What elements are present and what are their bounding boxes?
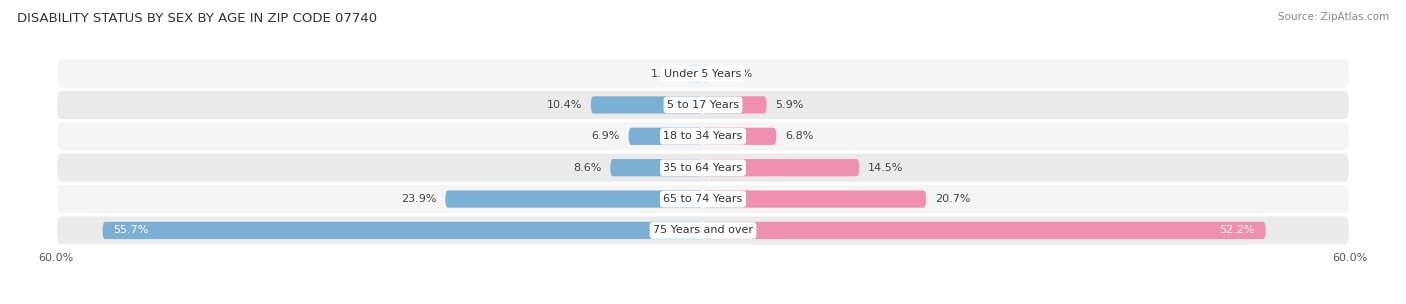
FancyBboxPatch shape — [56, 184, 1350, 214]
FancyBboxPatch shape — [628, 128, 703, 145]
Text: 23.9%: 23.9% — [401, 194, 437, 204]
FancyBboxPatch shape — [103, 222, 703, 239]
FancyBboxPatch shape — [703, 222, 1265, 239]
FancyBboxPatch shape — [703, 65, 709, 82]
Text: 5.9%: 5.9% — [775, 100, 804, 110]
FancyBboxPatch shape — [56, 153, 1350, 183]
Text: 10.4%: 10.4% — [547, 100, 582, 110]
FancyBboxPatch shape — [56, 90, 1350, 120]
Text: 35 to 64 Years: 35 to 64 Years — [664, 163, 742, 173]
Text: 65 to 74 Years: 65 to 74 Years — [664, 194, 742, 204]
FancyBboxPatch shape — [610, 159, 703, 176]
Text: 0.56%: 0.56% — [717, 68, 752, 78]
FancyBboxPatch shape — [56, 216, 1350, 246]
FancyBboxPatch shape — [703, 96, 766, 114]
FancyBboxPatch shape — [703, 128, 776, 145]
FancyBboxPatch shape — [703, 159, 859, 176]
Text: 6.8%: 6.8% — [785, 131, 813, 141]
Text: 5 to 17 Years: 5 to 17 Years — [666, 100, 740, 110]
FancyBboxPatch shape — [446, 190, 703, 208]
Text: 6.9%: 6.9% — [592, 131, 620, 141]
Text: 52.2%: 52.2% — [1219, 226, 1256, 236]
Text: 55.7%: 55.7% — [114, 226, 149, 236]
Text: 8.6%: 8.6% — [574, 163, 602, 173]
FancyBboxPatch shape — [688, 65, 703, 82]
Text: 75 Years and over: 75 Years and over — [652, 226, 754, 236]
FancyBboxPatch shape — [56, 58, 1350, 88]
FancyBboxPatch shape — [703, 190, 927, 208]
Text: 1.4%: 1.4% — [651, 68, 679, 78]
Text: Source: ZipAtlas.com: Source: ZipAtlas.com — [1278, 12, 1389, 22]
FancyBboxPatch shape — [56, 121, 1350, 151]
Text: DISABILITY STATUS BY SEX BY AGE IN ZIP CODE 07740: DISABILITY STATUS BY SEX BY AGE IN ZIP C… — [17, 12, 377, 25]
Text: 18 to 34 Years: 18 to 34 Years — [664, 131, 742, 141]
FancyBboxPatch shape — [591, 96, 703, 114]
Text: 14.5%: 14.5% — [868, 163, 903, 173]
Text: Under 5 Years: Under 5 Years — [665, 68, 741, 78]
Text: 20.7%: 20.7% — [935, 194, 970, 204]
